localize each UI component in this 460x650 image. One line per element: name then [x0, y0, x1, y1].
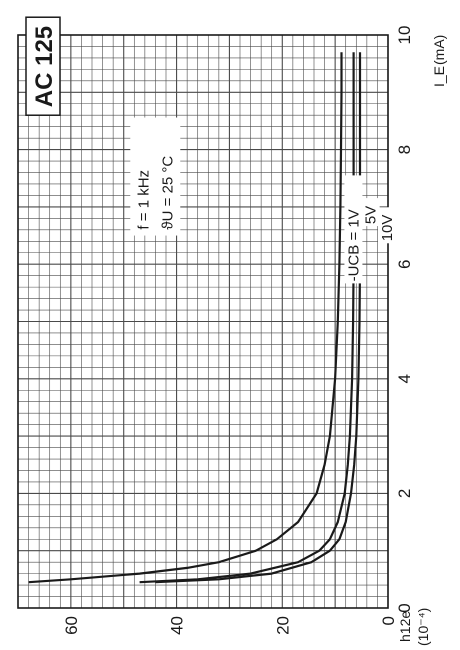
x-tick-label: 0 — [395, 603, 414, 612]
condition-frequency: f = 1 kHz — [135, 170, 152, 230]
y-tick-label: 20 — [273, 616, 292, 635]
series-label-bg — [377, 207, 396, 244]
x-tick-label: 8 — [395, 145, 414, 154]
title-box — [25, 16, 61, 116]
x-tick-label: 4 — [395, 374, 414, 383]
condition-temperature: ϑU = 25 °C — [159, 156, 176, 230]
series-label-bg — [361, 198, 380, 227]
y-axis-label: h12e — [397, 611, 413, 642]
y-tick-label: 0 — [379, 616, 398, 625]
plot-frame — [17, 34, 389, 609]
x-tick-label: 6 — [395, 259, 414, 268]
series-label-bg — [344, 175, 363, 284]
series-line-0 — [28, 52, 343, 584]
series-label-1v: -UCB = 1V — [345, 209, 362, 281]
curves — [28, 52, 362, 584]
x-axis-label: I_E — [431, 66, 447, 87]
series-label-10v: 10V — [379, 215, 396, 242]
y-tick-label: 40 — [168, 616, 187, 635]
chart-title: AC 125 — [31, 26, 58, 107]
x-tick-label: 10 — [395, 26, 414, 45]
series-label-5v: 5V — [363, 206, 380, 224]
tick-labels: 0 2 4 6 8 10 0 20 40 60 — [62, 26, 414, 635]
x-tick-label: 2 — [395, 489, 414, 498]
x-axis-unit: (mA) — [431, 35, 447, 65]
grid — [17, 34, 389, 609]
y-axis-unit: (10⁻⁴) — [415, 608, 431, 646]
y-tick-label: 60 — [62, 616, 81, 635]
conditions-box — [130, 117, 181, 236]
series-line-2 — [155, 52, 362, 584]
rotated-chart-group: 0 2 4 6 8 10 0 20 40 60 h12e (10⁻⁴) I_E (mA) AC 1… — [17, 16, 447, 646]
